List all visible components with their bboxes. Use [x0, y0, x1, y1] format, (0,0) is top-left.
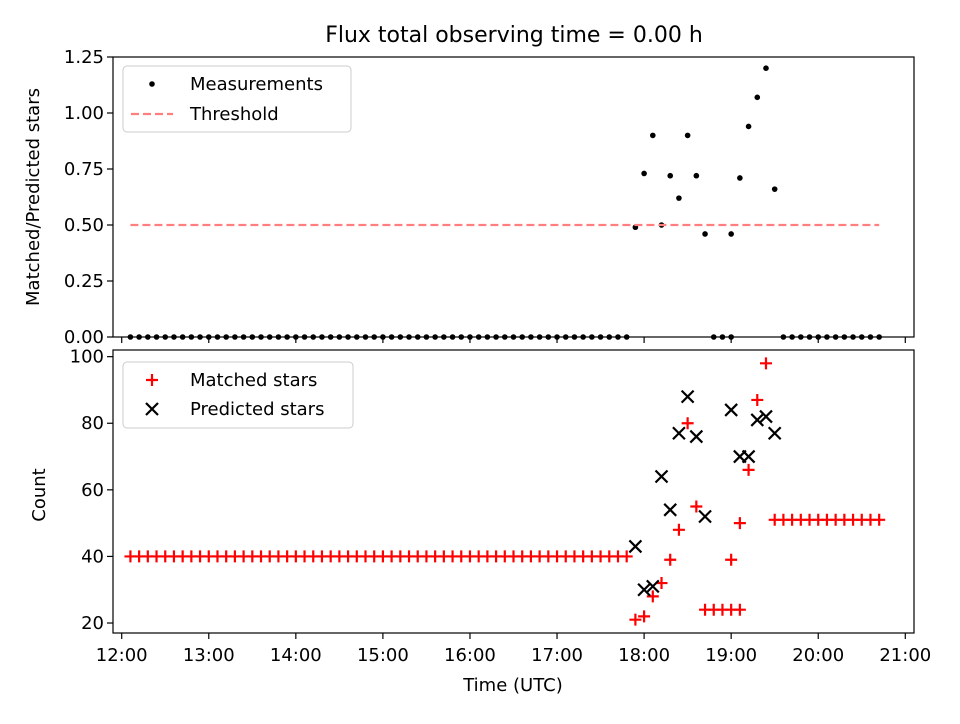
legend-matched-marker [146, 374, 158, 386]
top-axes-frame [112, 56, 915, 338]
bottom-legend: Matched stars Predicted stars [122, 361, 354, 429]
y-tick-label: 1.25 [64, 47, 104, 68]
bottom-axes-frame [112, 349, 915, 634]
matched-star-point [873, 513, 886, 526]
matched-star-point [629, 613, 642, 626]
matched-star-point [646, 590, 659, 603]
matched-star-point [672, 523, 685, 536]
bottom-legend-box [122, 361, 354, 429]
top-panel: Flux total observing time = 0.00 h 0.000… [23, 23, 915, 348]
measurement-point [650, 132, 656, 139]
predicted-star-point [759, 409, 773, 424]
bottom-ylabel: Count [29, 468, 50, 521]
legend-measurements-marker [149, 81, 155, 87]
x-tick-label: 17:00 [531, 645, 583, 666]
matched-star-point [690, 500, 703, 513]
y-tick-label: 0.75 [64, 159, 104, 180]
measurement-point [667, 172, 674, 179]
measurement-point [641, 170, 647, 177]
matched-star-point [681, 417, 694, 430]
bottom-x-ticks: 12:00 13:00 14:00 15:00 16:00 17:00 18:00 19:00… [96, 633, 931, 666]
x-tick-label: 20:00 [792, 645, 844, 666]
x-tick-label: 21:00 [879, 645, 931, 666]
y-tick-label: 60 [81, 480, 104, 501]
y-tick-label: 100 [70, 347, 104, 368]
matched-star-point [638, 610, 651, 623]
legend-predicted-label: Predicted stars [190, 399, 324, 420]
top-ylabel: Matched/Predicted stars [23, 88, 44, 306]
bottom-plot-area [124, 357, 886, 626]
matched-star-point [751, 393, 764, 406]
legend-measurements-label: Measurements [190, 74, 323, 95]
bottom-panel: 20 40 60 80 100 12:00 13:00 14:00 15:00 16:00 17:… [29, 347, 931, 696]
predicted-star-point [663, 503, 677, 517]
predicted-star-point [680, 389, 695, 404]
y-tick-label: 0.25 [64, 271, 104, 292]
x-tick-label: 14:00 [270, 645, 322, 666]
predicted-star-point [646, 579, 660, 594]
matched-star-point [759, 357, 772, 370]
measurement-point [754, 94, 761, 101]
legend-predicted-marker [145, 402, 159, 416]
measurement-point [728, 231, 734, 237]
predicted-star-point [724, 403, 738, 417]
x-tick-label: 15:00 [357, 645, 409, 666]
measurement-point [737, 175, 743, 181]
matched-star-point [733, 603, 746, 616]
y-tick-label: 80 [81, 413, 104, 434]
measurement-point [702, 231, 708, 237]
top-title: Flux total observing time = 0.00 h [325, 23, 703, 48]
legend-matched-label: Matched stars [190, 370, 317, 391]
matched-star-point [733, 517, 746, 530]
y-tick-label: 0.00 [64, 327, 104, 348]
bottom-xlabel: Time (UTC) [462, 675, 563, 696]
measurement-point [693, 172, 700, 179]
predicted-star-point [637, 582, 651, 597]
measurement-point [745, 123, 752, 130]
matched-star-point [664, 553, 677, 566]
measurement-point [763, 65, 769, 71]
measurement-point [684, 132, 691, 139]
x-tick-label: 19:00 [705, 645, 757, 666]
bottom-y-ticks: 20 40 60 80 100 [70, 347, 113, 634]
y-tick-label: 1.00 [64, 103, 104, 124]
predicted-star-point [628, 539, 643, 554]
top-x-ticks [121, 337, 906, 343]
predicted-star-point [689, 429, 704, 444]
y-tick-label: 20 [81, 613, 104, 634]
x-tick-label: 13:00 [183, 645, 235, 666]
y-tick-label: 0.50 [64, 215, 104, 236]
top-legend: Measurements Threshold [122, 65, 352, 133]
x-tick-label: 12:00 [96, 645, 148, 666]
matched-star-point [620, 550, 633, 563]
top-y-ticks: 0.00 0.25 0.50 0.75 1.00 1.25 [64, 47, 113, 348]
predicted-star-point [654, 469, 669, 484]
predicted-star-point [750, 413, 765, 427]
top-legend-box [122, 65, 352, 133]
legend-threshold-label: Threshold [189, 104, 279, 125]
x-tick-label: 18:00 [618, 645, 670, 666]
measurement-point [771, 186, 778, 192]
matched-star-point [742, 463, 755, 476]
matched-star-point [725, 553, 738, 566]
measurement-point [676, 195, 682, 201]
y-tick-label: 40 [81, 546, 104, 567]
predicted-star-point [698, 509, 712, 524]
x-tick-label: 16:00 [444, 645, 496, 666]
predicted-star-point [672, 426, 686, 441]
predicted-star-point [767, 426, 782, 441]
predicted-star-point [741, 449, 756, 464]
